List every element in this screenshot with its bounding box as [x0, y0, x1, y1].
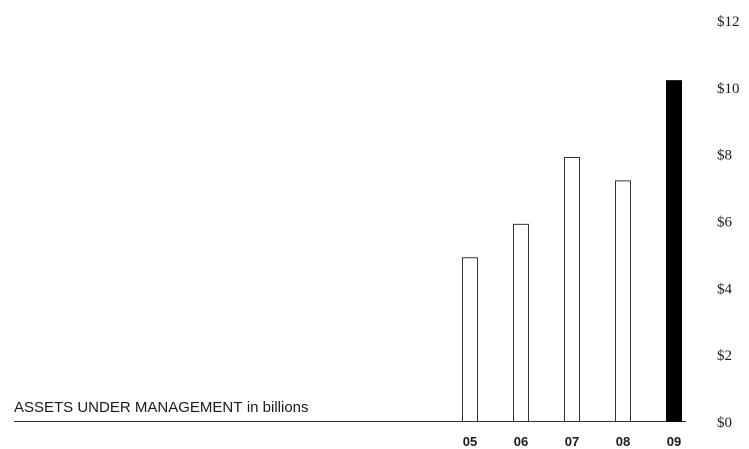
chart-title-main: ASSETS UNDER MANAGEMENT — [14, 399, 242, 416]
category-label-07: 07 — [565, 434, 579, 449]
category-label-08: 08 — [616, 434, 630, 449]
category-label-05: 05 — [463, 434, 477, 449]
category-label-06: 06 — [514, 434, 528, 449]
y-tick-label: $12 — [717, 14, 740, 30]
y-tick-label: $10 — [717, 81, 740, 97]
y-tick-label: $2 — [717, 348, 732, 364]
bar-09 — [666, 80, 682, 423]
bar-05 — [462, 257, 478, 422]
chart-title: ASSETS UNDER MANAGEMENT in billions — [14, 399, 309, 416]
y-tick-label: $4 — [717, 281, 733, 297]
y-tick-label: $0 — [717, 415, 732, 431]
bars — [462, 80, 682, 423]
y-tick-label: $8 — [717, 148, 732, 164]
bar-07 — [564, 157, 580, 422]
category-label-09: 09 — [667, 434, 681, 449]
y-tick-label: $6 — [717, 215, 733, 231]
bar-08 — [615, 180, 631, 422]
chart-title-unit: in billions — [247, 399, 309, 416]
category-labels: 05 06 07 08 09 — [463, 434, 681, 449]
bar-06 — [513, 223, 529, 422]
y-axis-tick-labels: $0 $2 $4 $6 $8 $10 $12 — [717, 14, 740, 431]
